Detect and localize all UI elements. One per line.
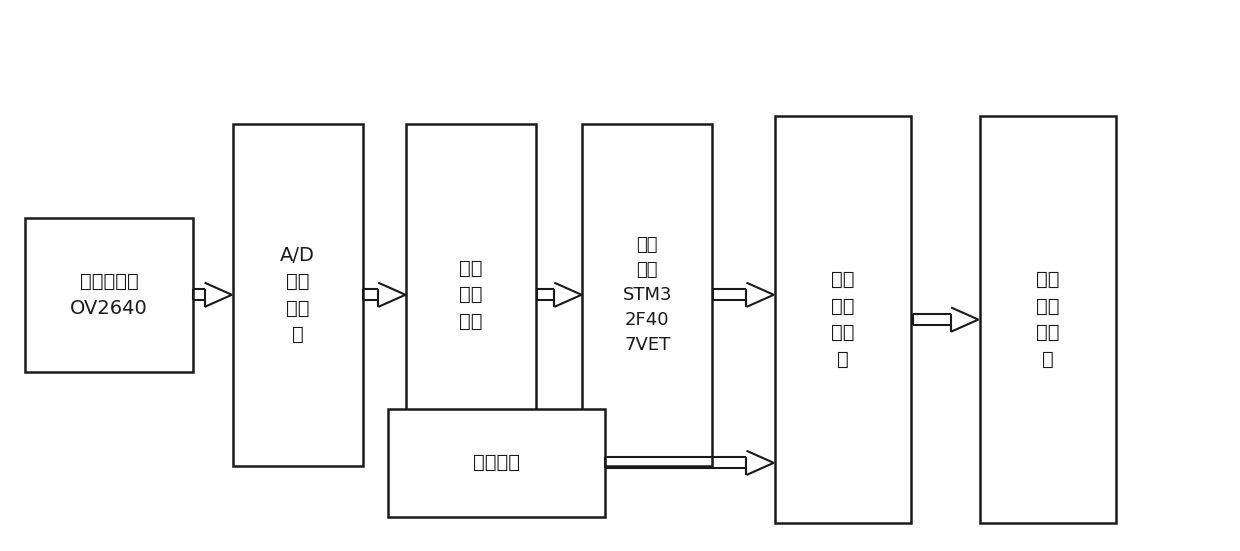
Bar: [387, 409, 605, 517]
Bar: [407, 124, 536, 466]
Bar: [980, 116, 1116, 523]
Text: A/D
模数
转换
器: A/D 模数 转换 器: [280, 246, 315, 344]
Text: 主控
芯片
STM3
2F40
7VET: 主控 芯片 STM3 2F40 7VET: [622, 236, 672, 354]
Bar: [25, 218, 193, 372]
Bar: [775, 116, 911, 523]
Text: 图像传感器
OV2640: 图像传感器 OV2640: [71, 272, 148, 317]
Bar: [583, 124, 713, 466]
Text: 网络
传输
单元: 网络 传输 单元: [460, 259, 482, 331]
Text: 售票系统: 售票系统: [472, 453, 520, 472]
Text: 逻辑
运算
服务
器: 逻辑 运算 服务 器: [832, 271, 854, 369]
Bar: [233, 124, 362, 466]
Text: 液晶
触摸
显示
屏: 液晶 触摸 显示 屏: [1037, 271, 1059, 369]
